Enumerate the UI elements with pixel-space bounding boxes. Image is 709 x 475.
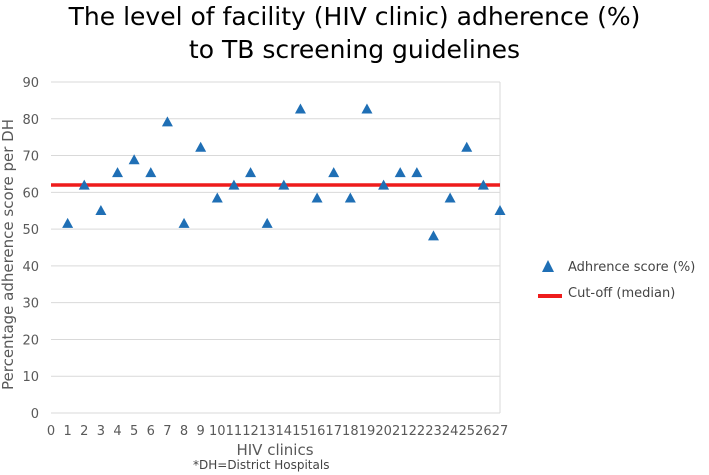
y-tick-label: 90 xyxy=(22,76,39,91)
x-tick-label: 12 xyxy=(242,424,259,439)
x-tick-label: 15 xyxy=(292,424,309,439)
data-point xyxy=(178,217,190,228)
x-tick-label: 10 xyxy=(209,424,226,439)
y-tick-label: 0 xyxy=(31,407,39,422)
y-tick-label: 80 xyxy=(22,113,39,128)
data-point xyxy=(294,103,306,114)
data-point xyxy=(344,192,356,203)
x-tick-label: 8 xyxy=(180,424,188,439)
data-point xyxy=(494,204,506,215)
x-tick-label: 5 xyxy=(130,424,138,439)
chart-title: The level of facility (HIV clinic) adher… xyxy=(0,0,709,66)
data-point xyxy=(427,230,439,241)
data-point xyxy=(161,116,173,127)
chart-title-line1: The level of facility (HIV clinic) adher… xyxy=(68,2,641,31)
y-tick-label: 30 xyxy=(22,297,39,312)
x-tick-label: 25 xyxy=(458,424,475,439)
x-tick-label: 2 xyxy=(80,424,88,439)
data-point xyxy=(278,179,290,190)
x-tick-label: 13 xyxy=(259,424,276,439)
data-point xyxy=(112,167,124,178)
chart-title-line2: to TB screening guidelines xyxy=(188,35,521,64)
data-point xyxy=(411,167,423,178)
data-point xyxy=(245,167,257,178)
x-tick-label: 3 xyxy=(97,424,105,439)
data-point xyxy=(228,179,240,190)
y-tick-label: 20 xyxy=(22,333,39,348)
cutoff-line-icon xyxy=(538,294,562,298)
x-tick-label: 7 xyxy=(163,424,171,439)
data-point xyxy=(78,179,90,190)
triangle-marker-icon xyxy=(542,260,554,272)
y-tick-label: 70 xyxy=(22,150,39,165)
data-point xyxy=(461,141,473,152)
data-point xyxy=(195,141,207,152)
data-point xyxy=(95,204,107,215)
x-tick-label: 14 xyxy=(276,424,293,439)
legend-series-label: Adhrence score (%) xyxy=(568,260,696,275)
x-axis-label: HIV clinics xyxy=(236,441,313,459)
data-point xyxy=(444,192,456,203)
data-point xyxy=(62,217,74,228)
x-tick-label: 9 xyxy=(197,424,205,439)
x-tick-label: 18 xyxy=(342,424,359,439)
data-point xyxy=(394,167,406,178)
data-point xyxy=(211,192,223,203)
legend-cutoff-label: Cut-off (median) xyxy=(568,286,676,301)
y-tick-label: 10 xyxy=(22,370,39,385)
data-point xyxy=(361,103,373,114)
x-tick-label: 26 xyxy=(475,424,492,439)
x-tick-label: 19 xyxy=(359,424,376,439)
data-point xyxy=(378,179,390,190)
x-tick-label: 1 xyxy=(63,424,71,439)
y-tick-label: 40 xyxy=(22,260,39,275)
data-point xyxy=(261,217,273,228)
x-tick-label: 22 xyxy=(409,424,426,439)
x-tick-label: 17 xyxy=(325,424,342,439)
x-tick-label: 6 xyxy=(147,424,155,439)
x-tick-label: 16 xyxy=(309,424,326,439)
x-tick-label: 21 xyxy=(392,424,409,439)
data-point xyxy=(128,154,140,165)
x-tick-label: 20 xyxy=(375,424,392,439)
data-point xyxy=(477,179,489,190)
x-tick-label: 4 xyxy=(113,424,121,439)
x-tick-label: 24 xyxy=(442,424,459,439)
x-tick-label: 27 xyxy=(492,424,509,439)
x-tick-label: 0 xyxy=(47,424,55,439)
data-point xyxy=(328,167,340,178)
x-tick-label: 11 xyxy=(226,424,243,439)
data-point xyxy=(311,192,323,203)
y-tick-label: 60 xyxy=(22,186,39,201)
data-point xyxy=(145,167,157,178)
footnote: *DH=District Hospitals xyxy=(193,458,330,472)
y-axis-label: Percentage adherence score per DH xyxy=(0,119,17,390)
y-tick-label: 50 xyxy=(22,223,39,238)
x-tick-label: 23 xyxy=(425,424,442,439)
